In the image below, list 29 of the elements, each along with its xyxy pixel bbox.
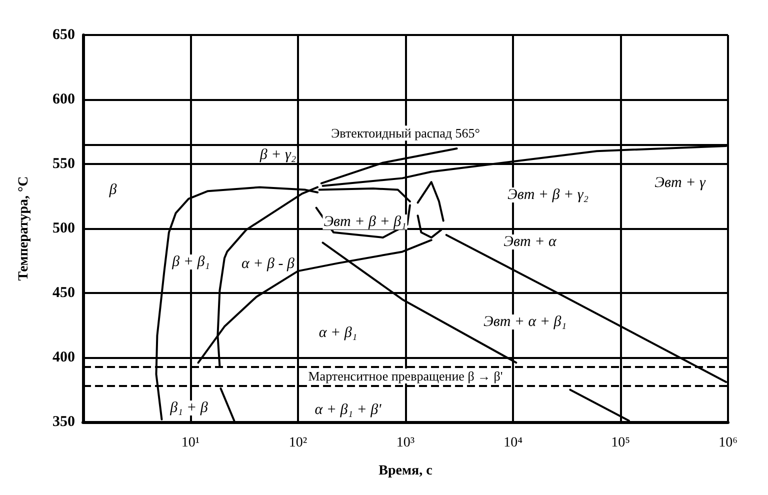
ref-line-label: Эвтектоидный распад 565° [331, 126, 480, 141]
annotation: β + γ₂ [258, 147, 296, 163]
y-tick-label: 550 [52, 156, 75, 172]
x-tick-label: 10⁴ [504, 436, 523, 450]
annotation: Эвт + α + β₁ [484, 314, 566, 330]
x-tick-label: 10¹ [181, 436, 200, 450]
x-axis-title: Время, с [378, 464, 432, 478]
annotation: β [108, 182, 118, 198]
ref-line-label: Мартенситное превращение β → β' [308, 368, 503, 384]
x-tick-label: 10⁶ [718, 436, 738, 450]
y-tick-label: 600 [52, 92, 75, 108]
annotation: α + β - β [242, 256, 295, 272]
x-tick-label: 10² [288, 436, 308, 450]
annotation: α + β₁ [318, 325, 358, 341]
y-tick-label: 350 [52, 414, 75, 430]
x-tick-label: 10⁵ [611, 436, 630, 450]
annotation: Эвт + α [504, 234, 558, 250]
y-tick-label: 500 [52, 220, 75, 236]
annotation: Эвт + β + γ₂ [507, 187, 589, 203]
y-tick-label: 450 [52, 285, 75, 301]
annotation: Эвт + β + β₁ [324, 214, 406, 230]
annotation: Эвт + γ [654, 175, 706, 191]
y-tick-label: 650 [52, 27, 75, 43]
annotation: β + β₁ [171, 254, 210, 270]
annotation: α + β₁ + β' [314, 402, 382, 418]
annotation: β₁ + β [169, 400, 208, 416]
y-axis-title: Температура, °C [16, 176, 32, 281]
y-tick-label: 400 [52, 350, 75, 366]
x-tick-label: 10³ [396, 436, 415, 450]
